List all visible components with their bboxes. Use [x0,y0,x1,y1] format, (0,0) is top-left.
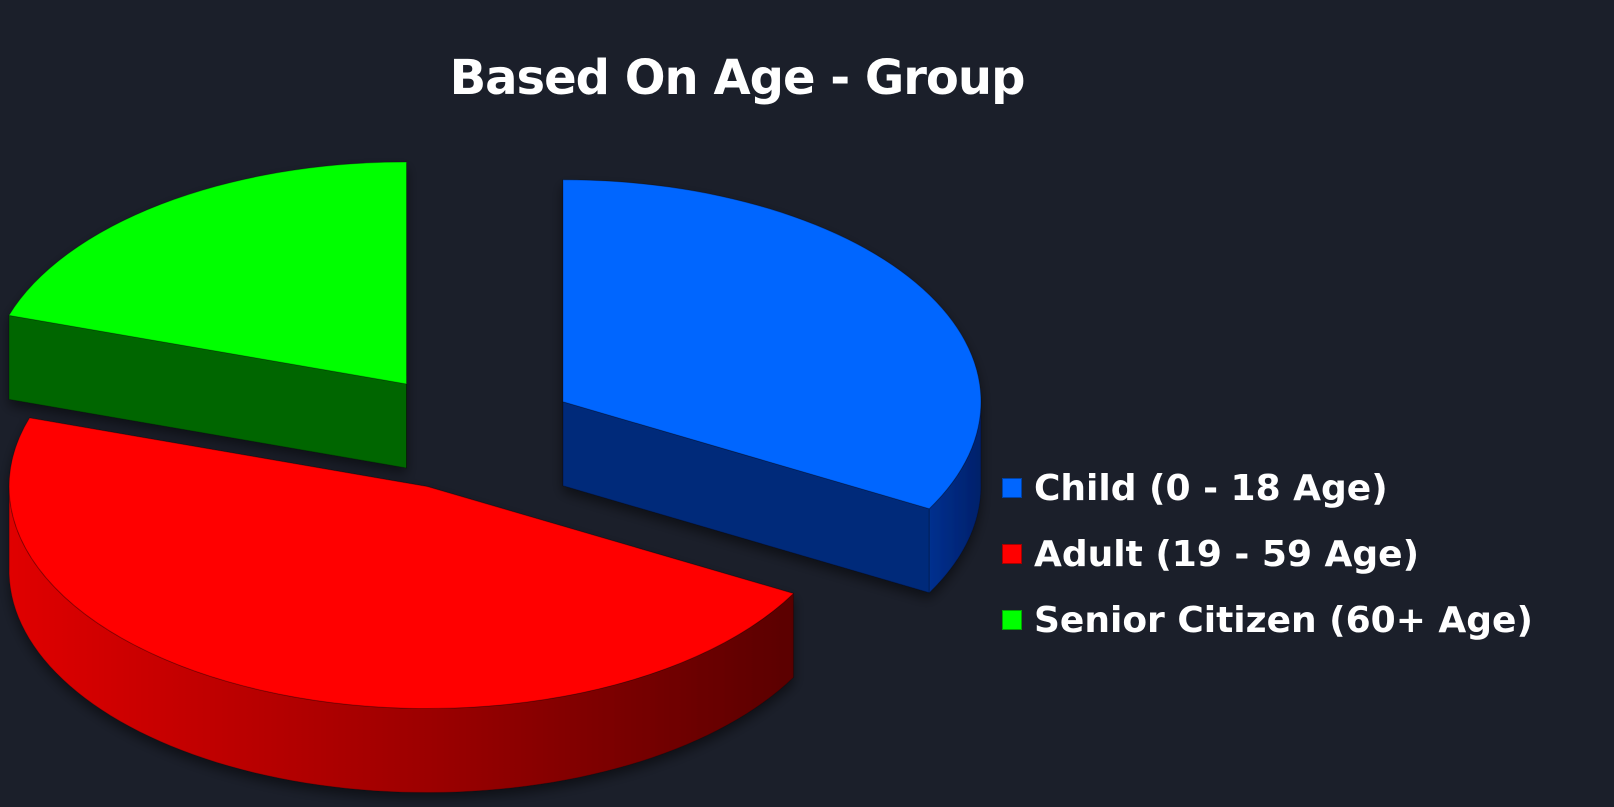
legend-label-adult: Adult (19 - 59 Age) [1034,533,1420,575]
chart-title: Based On Age - Group [449,50,1026,106]
legend-item-child: Child (0 - 18 Age) [1002,455,1533,521]
slice-senior [8,161,408,385]
legend-swatch-child [1002,478,1022,498]
legend-item-adult: Adult (19 - 59 Age) [1002,521,1533,587]
legend-swatch-adult [1002,544,1022,564]
legend-item-senior: Senior Citizen (60+ Age) [1002,587,1533,653]
legend: Child (0 - 18 Age) Adult (19 - 59 Age) S… [1002,455,1533,653]
legend-swatch-senior [1002,610,1022,630]
legend-label-child: Child (0 - 18 Age) [1034,467,1388,509]
slice-adult [8,417,795,709]
legend-label-senior: Senior Citizen (60+ Age) [1034,599,1533,641]
slice-child [562,179,982,510]
